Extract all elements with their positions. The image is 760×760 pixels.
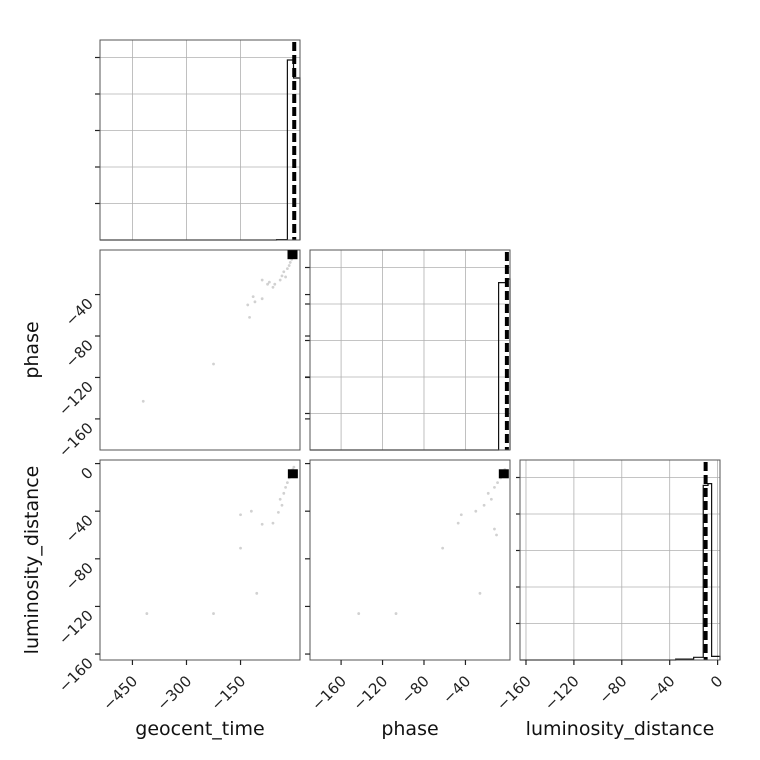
sample-point xyxy=(239,513,242,517)
density-core xyxy=(287,250,298,260)
sample-point xyxy=(459,513,463,517)
sample-point xyxy=(280,503,284,507)
sample-point xyxy=(474,509,478,513)
x-tick-label: −450 xyxy=(99,672,141,714)
sample-point xyxy=(285,481,289,485)
sample-point xyxy=(284,275,287,279)
x-tick-label: −80 xyxy=(596,672,631,707)
scatter-geocent_time-vs-phase xyxy=(99,249,301,451)
sample-point xyxy=(495,533,498,537)
sample-point xyxy=(287,264,291,267)
sample-point xyxy=(248,315,251,319)
x-axis-label-phase: phase xyxy=(381,718,438,740)
sample-point xyxy=(251,295,255,299)
y-axis-label-luminosity-distance: luminosity_distance xyxy=(21,466,43,655)
histogram-phase xyxy=(305,249,511,451)
scatter-geocent_time-vs-luminosity_distance xyxy=(99,459,301,661)
sample-point xyxy=(493,485,496,489)
sample-point xyxy=(255,591,259,595)
panel-frame xyxy=(99,39,301,241)
sample-point xyxy=(145,612,149,615)
density-core xyxy=(498,469,509,479)
y-tick-label: −40 xyxy=(62,295,97,330)
sample-point xyxy=(280,274,284,278)
sample-point xyxy=(249,509,253,513)
sample-point xyxy=(271,285,275,289)
sample-point xyxy=(456,521,460,525)
y-tick-label: −160 xyxy=(55,654,97,696)
sample-point xyxy=(278,278,282,282)
y-tick-label: −40 xyxy=(62,511,97,546)
sample-point xyxy=(284,485,287,489)
sample-point xyxy=(288,261,292,264)
x-axis-label-luminosity-distance: luminosity_distance xyxy=(526,718,715,740)
y-tick-label: −120 xyxy=(55,378,97,420)
sample-point xyxy=(239,546,242,550)
y-tick-label: −80 xyxy=(62,336,97,371)
sample-point xyxy=(357,612,361,615)
sample-point xyxy=(267,280,271,284)
sample-point xyxy=(282,491,286,495)
x-tick-label: −150 xyxy=(208,672,250,714)
sample-point xyxy=(260,297,264,301)
sample-point xyxy=(482,503,486,507)
sample-point xyxy=(212,612,215,615)
histogram-geocent_time xyxy=(95,39,301,241)
x-tick-label: −300 xyxy=(153,672,195,714)
sample-point xyxy=(285,267,289,271)
x-axis-label-geocent-time: geocent_time xyxy=(135,718,264,740)
sample-point xyxy=(282,270,286,274)
grid-lines xyxy=(100,40,300,240)
sample-point xyxy=(478,591,482,595)
sample-point xyxy=(246,303,250,307)
x-tick-label: −120 xyxy=(350,672,392,714)
x-tick-label: −40 xyxy=(643,672,678,707)
sample-point xyxy=(278,497,282,501)
panels-layer: −450 −300 −150 −160 −120 −80 −40 −160 −120 −80 −40… xyxy=(55,39,726,714)
panel-frame xyxy=(519,459,721,661)
y-tick-label: −80 xyxy=(62,559,97,594)
sample-point xyxy=(276,510,280,514)
histogram-step xyxy=(520,483,721,661)
x-tick-label: 0 xyxy=(707,672,726,691)
sample-point xyxy=(271,521,275,525)
histogram-luminosity_distance xyxy=(516,459,721,661)
x-tick-label: −160 xyxy=(308,672,350,714)
x-tick-label: −40 xyxy=(439,672,474,707)
sample-point xyxy=(212,362,215,366)
panel-frame xyxy=(99,249,301,451)
histogram-step xyxy=(310,278,511,451)
x-tick-label: −160 xyxy=(493,672,535,714)
sample-point xyxy=(253,300,257,304)
sample-point xyxy=(260,522,264,526)
y-tick-label: −120 xyxy=(55,607,97,649)
panel-frame xyxy=(309,249,511,451)
grid-lines xyxy=(310,250,510,450)
panel-frame xyxy=(309,459,511,661)
x-tick-label: −120 xyxy=(541,672,583,714)
grid-lines xyxy=(520,460,720,660)
sample-point xyxy=(394,612,398,615)
sample-point xyxy=(260,278,264,282)
y-tick-label: 0 xyxy=(77,464,96,483)
sample-point xyxy=(292,465,296,469)
sample-point xyxy=(489,497,493,501)
sample-point xyxy=(273,282,277,286)
sample-point xyxy=(141,399,145,403)
density-core xyxy=(287,469,298,479)
x-tick-label: −80 xyxy=(398,672,433,707)
sample-point xyxy=(486,491,490,495)
histogram-step xyxy=(100,59,301,241)
scatter-phase-vs-luminosity_distance xyxy=(309,459,511,661)
sample-point xyxy=(496,481,499,485)
sample-point xyxy=(493,527,496,531)
y-tick-label: −160 xyxy=(55,419,97,461)
y-axis-label-phase: phase xyxy=(21,321,43,378)
sample-point xyxy=(266,282,269,286)
sample-point xyxy=(441,546,445,550)
panel-frame xyxy=(99,459,301,661)
